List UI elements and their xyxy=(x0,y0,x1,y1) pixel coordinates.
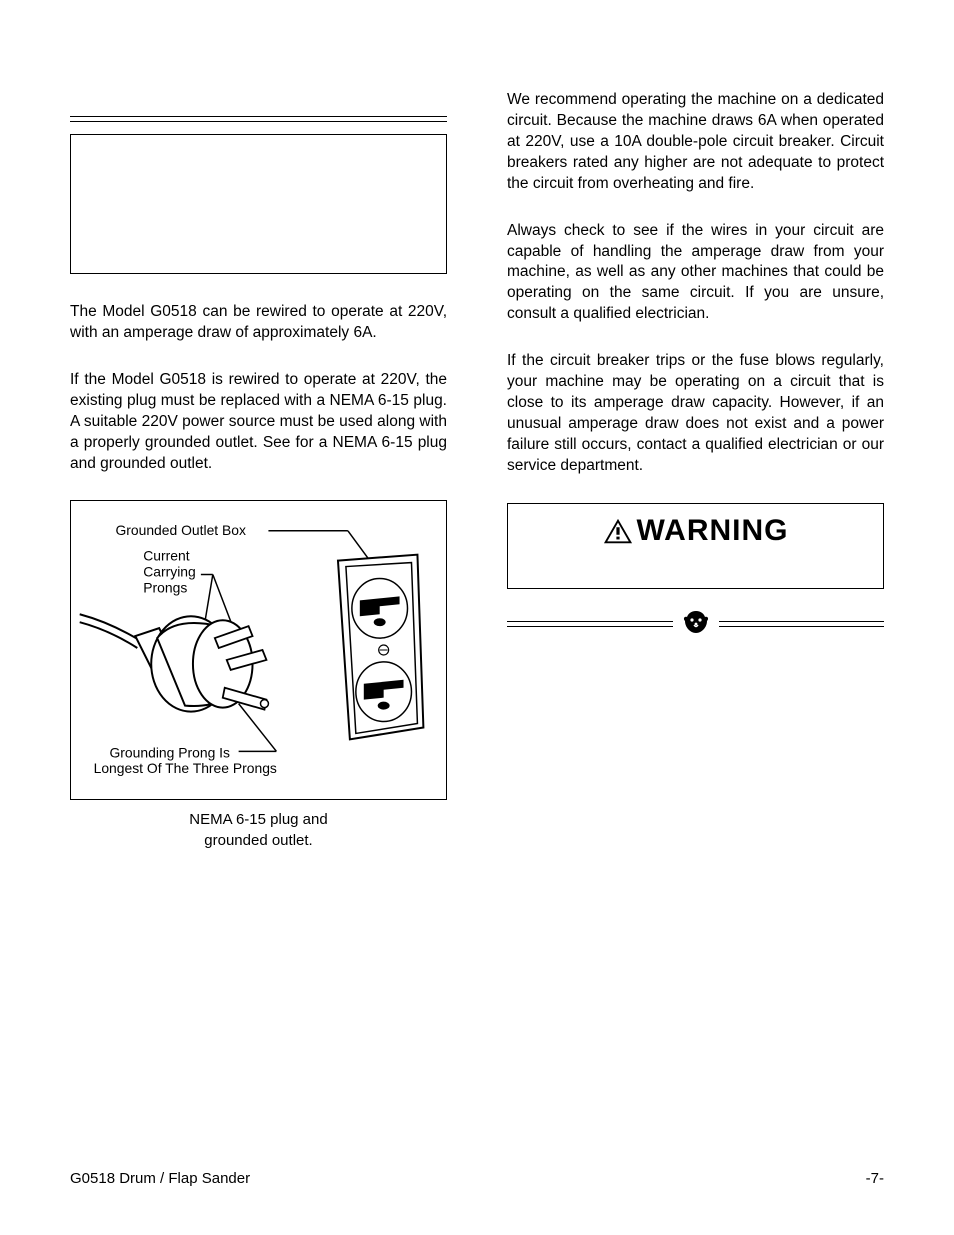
svg-text:Carrying: Carrying xyxy=(143,564,195,580)
paragraph-plug: If the Model G0518 is rewired to operate… xyxy=(70,370,447,475)
figure-nema-plug: Grounded Outlet Box Current Carrying Pro… xyxy=(70,500,447,800)
plug-icon xyxy=(80,615,269,712)
svg-text:Grounding Prong Is: Grounding Prong Is xyxy=(110,745,231,761)
paragraph-rewire: The Model G0518 can be rewired to operat… xyxy=(70,302,447,344)
svg-text:Current: Current xyxy=(143,548,189,564)
bear-icon xyxy=(681,607,711,642)
right-column: We recommend operating the machine on a … xyxy=(507,90,884,851)
footer-page-number: -7- xyxy=(866,1170,884,1187)
label-outlet-box: Grounded Outlet Box xyxy=(115,522,246,538)
svg-text:Longest Of The Three Prongs: Longest Of The Three Prongs xyxy=(94,761,277,777)
section-rule xyxy=(70,116,447,122)
paragraph-circuit: We recommend operating the machine on a … xyxy=(507,90,884,195)
warning-header: WARNING xyxy=(522,514,869,548)
svg-text:Prongs: Prongs xyxy=(143,580,187,596)
outlet-icon xyxy=(338,555,423,740)
notice-box-empty xyxy=(70,134,447,274)
warning-box: WARNING xyxy=(507,503,884,589)
two-column-layout: The Model G0518 can be rewired to operat… xyxy=(70,90,884,851)
warning-label: WARNING xyxy=(637,514,789,548)
paragraph-breaker-trip: If the circuit breaker trips or the fuse… xyxy=(507,351,884,477)
divider-bear xyxy=(507,607,884,642)
left-column: The Model G0518 can be rewired to operat… xyxy=(70,90,447,851)
paragraph-check-wires: Always check to see if the wires in your… xyxy=(507,221,884,326)
page-footer: G0518 Drum / Flap Sander -7- xyxy=(70,1170,884,1187)
figure-caption: NEMA 6-15 plug and grounded outlet. xyxy=(70,810,447,851)
warning-triangle-icon xyxy=(603,517,633,545)
footer-product: G0518 Drum / Flap Sander xyxy=(70,1170,250,1187)
